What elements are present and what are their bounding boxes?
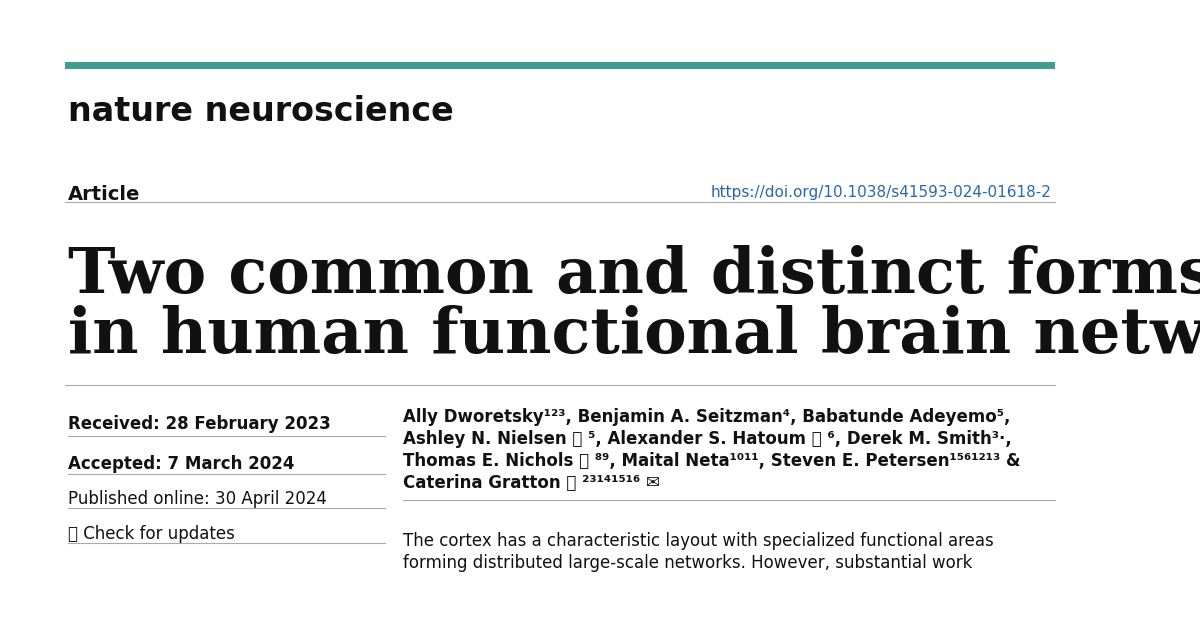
Text: Thomas E. Nichols Ⓡ ⁸⁹, Maital Neta¹⁰¹¹, Steven E. Petersen¹⁵⁶¹²¹³ &: Thomas E. Nichols Ⓡ ⁸⁹, Maital Neta¹⁰¹¹,… — [403, 452, 1020, 470]
Text: Published online: 30 April 2024: Published online: 30 April 2024 — [68, 490, 326, 508]
Text: https://doi.org/10.1038/s41593-024-01618-2: https://doi.org/10.1038/s41593-024-01618… — [712, 185, 1052, 200]
Text: forming distributed large-scale networks. However, substantial work: forming distributed large-scale networks… — [403, 554, 972, 572]
Text: 🚨 Check for updates: 🚨 Check for updates — [68, 525, 235, 543]
Text: Accepted: 7 March 2024: Accepted: 7 March 2024 — [68, 455, 294, 473]
Text: Caterina Gratton Ⓡ ²³¹⁴¹⁵¹⁶ ✉: Caterina Gratton Ⓡ ²³¹⁴¹⁵¹⁶ ✉ — [403, 474, 660, 492]
Text: Article: Article — [68, 185, 140, 204]
Text: Ashley N. Nielsen Ⓡ ⁵, Alexander S. Hatoum Ⓡ ⁶, Derek M. Smith³·,: Ashley N. Nielsen Ⓡ ⁵, Alexander S. Hato… — [403, 430, 1012, 448]
Text: The cortex has a characteristic layout with specialized functional areas: The cortex has a characteristic layout w… — [403, 532, 994, 550]
Text: Ally Dworetsky¹²³, Benjamin A. Seitzman⁴, Babatunde Adeyemo⁵,: Ally Dworetsky¹²³, Benjamin A. Seitzman⁴… — [403, 408, 1010, 426]
Text: in human functional brain networks: in human functional brain networks — [68, 305, 1200, 366]
Text: Received: 28 February 2023: Received: 28 February 2023 — [68, 415, 331, 433]
Text: Two common and distinct forms of variation: Two common and distinct forms of variati… — [68, 245, 1200, 306]
Bar — [65, 62, 1055, 69]
Text: nature neuroscience: nature neuroscience — [68, 95, 454, 128]
